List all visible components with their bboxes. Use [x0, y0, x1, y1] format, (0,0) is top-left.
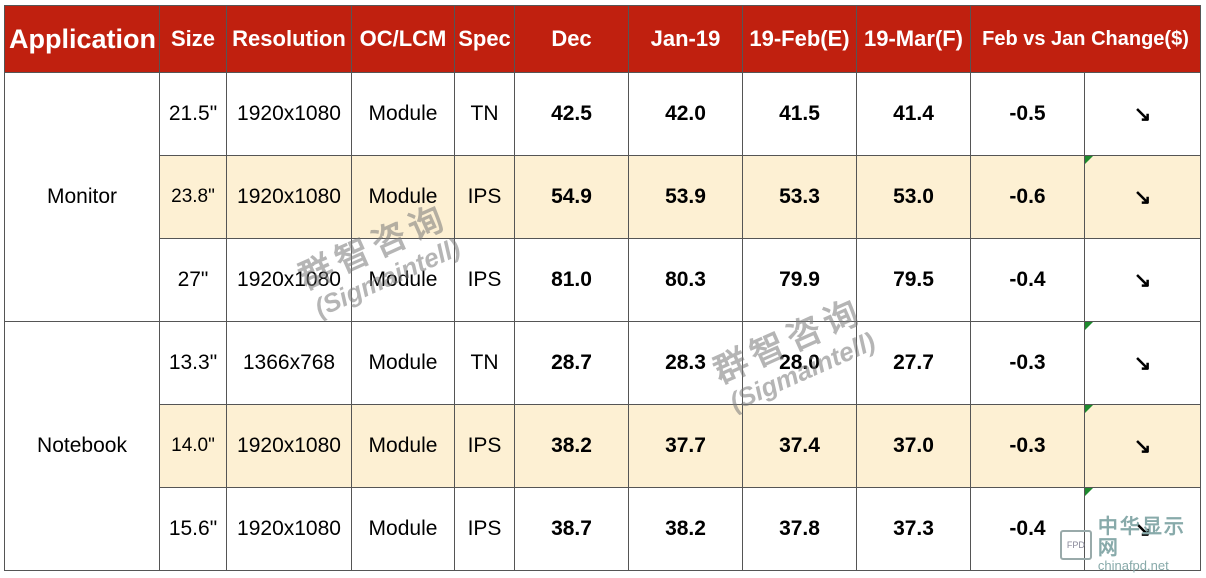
- mar-value: 53.0: [856, 155, 971, 239]
- oc-lcm-cell: Module: [351, 155, 455, 239]
- trend-down-arrow-icon: ↘: [1133, 185, 1152, 209]
- change-value: -0.3: [970, 404, 1085, 488]
- jan-value: 38.2: [628, 487, 743, 571]
- change-value: -0.3: [970, 321, 1085, 405]
- trend-down-arrow-icon: ↘: [1133, 517, 1152, 541]
- feb-value: 53.3: [742, 155, 857, 239]
- jan-value: 42.0: [628, 72, 743, 156]
- oc-lcm-cell: Module: [351, 404, 455, 488]
- change-value: -0.6: [970, 155, 1085, 239]
- header-spec: Spec: [454, 5, 515, 73]
- price-table: Application Size Resolution OC/LCM Spec …: [4, 5, 1201, 571]
- feb-value: 79.9: [742, 238, 857, 322]
- feb-value: 37.4: [742, 404, 857, 488]
- table-row: 14.0" 1920x1080 Module IPS 38.2 37.7 37.4 37.0-…: [5, 404, 1201, 488]
- spec-cell: IPS: [454, 155, 515, 239]
- size-cell: 23.8": [159, 155, 227, 239]
- application-cell: Monitor: [4, 72, 160, 322]
- jan-value: 80.3: [628, 238, 743, 322]
- dec-value: 38.7: [514, 487, 629, 571]
- resolution-cell: 1920x1080: [226, 238, 352, 322]
- header-jan: Jan-19: [628, 5, 743, 73]
- comment-marker-icon: [1085, 156, 1093, 164]
- table-row: Monitor 21.5" 1920x1080 Module TN 42.5 42.0 41.…: [4, 72, 1201, 322]
- header-row: Application Size Resolution OC/LCM Spec …: [4, 5, 1201, 73]
- oc-lcm-cell: Module: [351, 321, 455, 405]
- header-mar: 19-Mar(F): [856, 5, 971, 73]
- dec-value: 38.2: [514, 404, 629, 488]
- feb-value: 28.0: [742, 321, 857, 405]
- logo-en: chinafpd.net: [1097, 558, 1169, 574]
- comment-marker-icon: [1085, 322, 1093, 330]
- trend-down-arrow-icon: ↘: [1133, 102, 1152, 126]
- size-cell: 13.3": [159, 321, 227, 405]
- comment-marker-icon: [1085, 405, 1093, 413]
- oc-lcm-cell: Module: [351, 72, 455, 156]
- dec-value: 81.0: [514, 238, 629, 322]
- table-row: 15.6" 1920x1080 Module IPS 38.7 38.2 37.8 37.3-…: [5, 487, 1201, 571]
- table-row: 23.8" 1920x1080 Module IPS 54.9 53.9 53.3 53.0-…: [5, 155, 1201, 239]
- size-cell: 21.5": [159, 72, 227, 156]
- feb-value: 41.5: [742, 72, 857, 156]
- size-cell: 27": [159, 238, 227, 322]
- oc-lcm-cell: Module: [351, 487, 455, 571]
- resolution-cell: 1920x1080: [226, 72, 352, 156]
- mar-value: 79.5: [856, 238, 971, 322]
- spec-cell: TN: [454, 72, 515, 156]
- spec-cell: TN: [454, 321, 515, 405]
- mar-value: 37.0: [856, 404, 971, 488]
- spec-cell: IPS: [454, 404, 515, 488]
- dec-value: 28.7: [514, 321, 629, 405]
- resolution-cell: 1920x1080: [226, 155, 352, 239]
- header-dec: Dec: [514, 5, 629, 73]
- trend-cell: ↘: [1084, 72, 1201, 156]
- mar-value: 41.4: [856, 72, 971, 156]
- mar-value: 27.7: [856, 321, 971, 405]
- header-size: Size: [159, 5, 227, 73]
- jan-value: 28.3: [628, 321, 743, 405]
- dec-value: 42.5: [514, 72, 629, 156]
- trend-down-arrow-icon: ↘: [1133, 351, 1152, 375]
- trend-cell: ↘: [1084, 404, 1201, 488]
- header-change: Feb vs Jan Change($): [970, 5, 1201, 73]
- oc-lcm-cell: Module: [351, 238, 455, 322]
- trend-down-arrow-icon: ↘: [1133, 268, 1152, 292]
- chinafpd-logo: FPD 中华显示网 chinafpd.net: [1060, 517, 1200, 572]
- jan-value: 37.7: [628, 404, 743, 488]
- header-application: Application: [4, 5, 160, 73]
- jan-value: 53.9: [628, 155, 743, 239]
- header-resolution: Resolution: [226, 5, 352, 73]
- mar-value: 37.3: [856, 487, 971, 571]
- monitor-icon: FPD: [1060, 530, 1092, 560]
- resolution-cell: 1920x1080: [226, 487, 352, 571]
- table-row: 27" 1920x1080 Module IPS 81.0 80.3 79.9 79.5 -0.…: [5, 238, 1201, 322]
- change-value: -0.5: [970, 72, 1085, 156]
- table-body: Monitor 21.5" 1920x1080 Module TN 42.5 42.0 41.…: [4, 72, 1201, 571]
- change-value: -0.4: [970, 238, 1085, 322]
- trend-down-arrow-icon: ↘: [1133, 434, 1152, 458]
- trend-cell: ↘: [1084, 155, 1201, 239]
- resolution-cell: 1920x1080: [226, 404, 352, 488]
- size-cell: 14.0": [159, 404, 227, 488]
- header-oc-lcm: OC/LCM: [351, 5, 455, 73]
- spec-cell: IPS: [454, 238, 515, 322]
- dec-value: 54.9: [514, 155, 629, 239]
- change-value: -0.4: [970, 487, 1085, 571]
- trend-cell: ↘: [1084, 238, 1201, 322]
- resolution-cell: 1366x768: [226, 321, 352, 405]
- trend-cell: ↘: [1084, 321, 1201, 405]
- spec-cell: IPS: [454, 487, 515, 571]
- size-cell: 15.6": [159, 487, 227, 571]
- header-feb: 19-Feb(E): [742, 5, 857, 73]
- table-row: Notebook 13.3" 1366x768 Module TN 28.7 28.3 28.…: [4, 321, 1201, 571]
- comment-marker-icon: [1085, 488, 1093, 496]
- feb-value: 37.8: [742, 487, 857, 571]
- application-cell: Notebook: [4, 321, 160, 571]
- logo-cn: 中华显示网: [1097, 516, 1186, 560]
- trend-cell: ↘: [1084, 487, 1201, 571]
